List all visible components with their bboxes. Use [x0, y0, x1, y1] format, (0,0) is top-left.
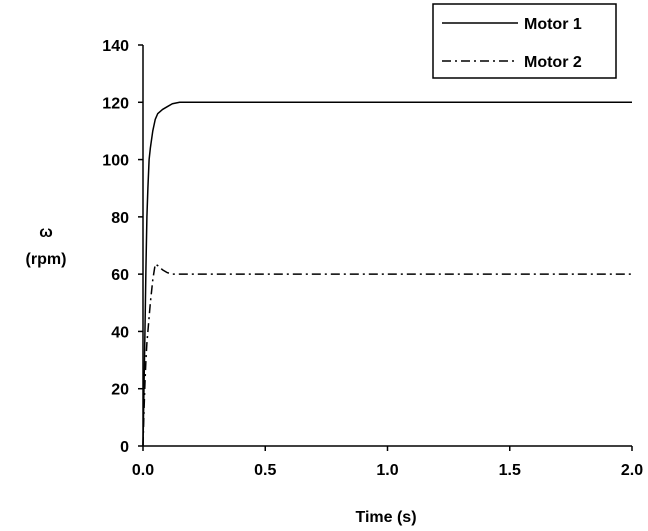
y-axis-title-unit: (rpm) — [26, 251, 67, 268]
legend: Motor 1 Motor 2 — [432, 3, 617, 79]
legend-item-motor-2: Motor 2 — [442, 54, 582, 71]
y-axis-title-symbol: ω — [39, 224, 53, 241]
series-line-motor-1 — [142, 101, 632, 447]
y-tick-label: 100 — [102, 153, 129, 170]
legend-item-motor-1: Motor 1 — [442, 16, 582, 33]
y-tick-label: 140 — [102, 38, 129, 55]
axes — [142, 45, 632, 447]
x-tick-label: 0.0 — [132, 462, 154, 479]
x-tick-label: 2.0 — [621, 462, 643, 479]
y-ticks: 0 20 40 60 80 100 120 140 — [102, 38, 143, 456]
y-tick-label: 0 — [120, 439, 129, 456]
series-layer — [142, 101, 632, 447]
series-line-motor-2 — [142, 263, 632, 447]
legend-label-motor-1: Motor 1 — [524, 16, 582, 33]
x-axis-title: Time (s) — [355, 509, 416, 526]
legend-box — [432, 3, 617, 79]
x-ticks: 0.0 0.5 1.0 1.5 2.0 — [132, 446, 643, 479]
y-tick-label: 80 — [111, 210, 129, 227]
legend-label-motor-2: Motor 2 — [524, 54, 582, 71]
y-tick-label: 60 — [111, 267, 129, 284]
y-tick-label: 40 — [111, 324, 129, 341]
y-tick-label: 20 — [111, 382, 129, 399]
x-tick-label: 0.5 — [254, 462, 276, 479]
y-tick-label: 120 — [102, 95, 129, 112]
x-tick-label: 1.5 — [499, 462, 521, 479]
x-tick-label: 1.0 — [376, 462, 398, 479]
